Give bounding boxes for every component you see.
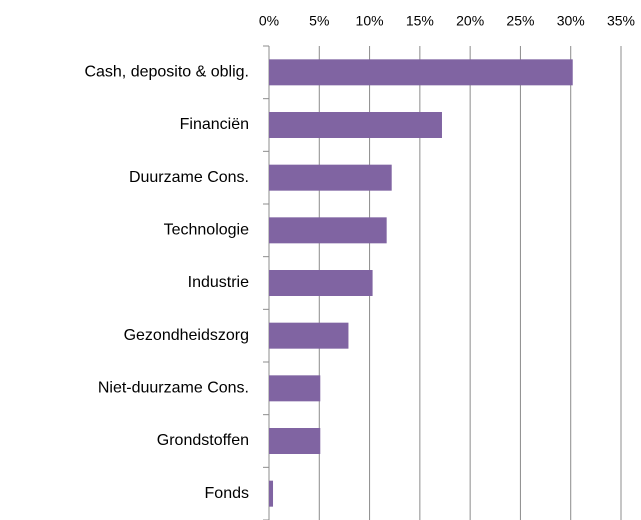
category-label: Niet-duurzame Cons. [98,380,249,397]
x-tick-label: 10% [356,13,384,29]
bar [269,164,392,191]
bar [269,59,573,86]
x-tick-label: 35% [607,13,635,29]
category-label: Grondstoffen [157,432,249,449]
category-label: Duurzame Cons. [129,169,249,186]
x-tick-label: 15% [406,13,434,29]
x-tick-label: 5% [309,13,329,29]
x-tick-label: 20% [456,13,484,29]
bar [269,112,442,138]
x-tick-label: 30% [557,13,585,29]
bar [269,428,321,454]
category-label: Cash, deposito & oblig. [84,64,249,81]
bar [269,375,321,402]
bar [269,270,373,296]
x-tick-label: 25% [506,13,534,29]
bar [269,217,387,244]
bar [269,480,274,507]
x-tick-label: 0% [259,13,279,29]
category-label: Financiën [180,116,249,133]
bar [269,322,349,349]
category-label: Gezondheidszorg [124,327,249,344]
category-label: Technologie [164,222,250,239]
category-label: Fonds [205,485,249,502]
category-label: Industrie [188,274,249,291]
